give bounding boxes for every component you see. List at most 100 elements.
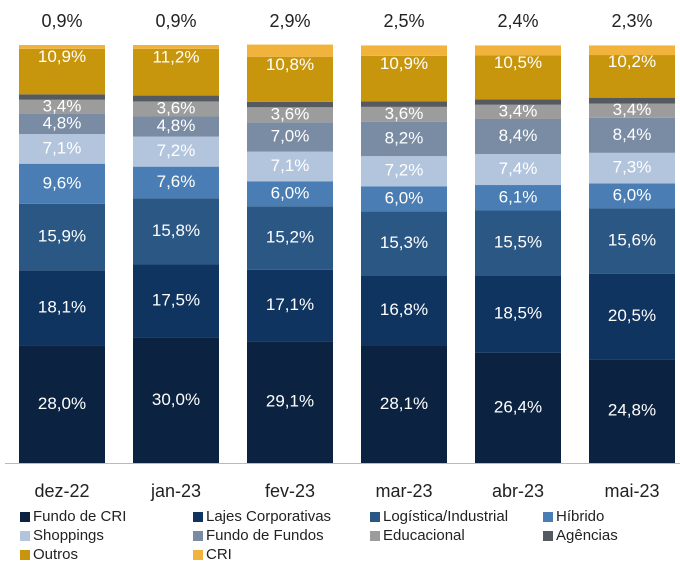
- legend-label: Agências: [556, 527, 618, 544]
- value-label: 8,2%: [385, 129, 424, 148]
- value-label: 15,2%: [266, 228, 314, 247]
- x-tick-label: jan-23: [150, 481, 201, 501]
- legend-label: Fundo de CRI: [33, 508, 126, 525]
- bar-segment: [133, 264, 219, 338]
- legend-swatch: [20, 512, 30, 522]
- bar-segment: [133, 45, 219, 49]
- bar-segment: [361, 156, 447, 187]
- value-label: 28,1%: [380, 394, 428, 413]
- bar-segment: [361, 45, 447, 56]
- bar-segment: [247, 206, 333, 270]
- legend-label: Fundo de Fundos: [206, 527, 324, 544]
- bar-segment: [247, 181, 333, 207]
- bar-segment: [133, 198, 219, 265]
- bar-segment: [589, 359, 675, 463]
- value-label: 7,3%: [613, 158, 652, 177]
- bar-segment: [133, 48, 219, 96]
- bar-segment: [475, 45, 561, 56]
- value-label: 10,9%: [38, 47, 86, 66]
- legend-swatch: [370, 531, 380, 541]
- bar-segment: [247, 56, 333, 102]
- bar-segment: [247, 44, 333, 57]
- value-label: 10,2%: [608, 52, 656, 71]
- value-label: 20,5%: [608, 306, 656, 325]
- value-label: 2,9%: [269, 11, 310, 31]
- bar-segment: [589, 152, 675, 184]
- value-label: 6,0%: [613, 185, 652, 204]
- x-tick-label: mai-23: [604, 481, 659, 501]
- x-tick-label: fev-23: [265, 481, 315, 501]
- value-label: 18,5%: [494, 303, 542, 322]
- bar-segment: [475, 275, 561, 353]
- value-label: 18,1%: [38, 298, 86, 317]
- x-tick-label: abr-23: [492, 481, 544, 501]
- legend-swatch: [543, 512, 553, 522]
- legend-label: Educacional: [383, 527, 465, 544]
- bar-segment: [361, 186, 447, 212]
- bar-segment: [133, 337, 219, 463]
- bar-segment: [19, 48, 105, 95]
- bar-segment: [361, 55, 447, 102]
- value-label: 24,8%: [608, 401, 656, 420]
- value-label: 6,1%: [499, 187, 538, 206]
- bar-segment: [247, 151, 333, 182]
- value-label: 10,9%: [380, 54, 428, 73]
- value-label: 16,8%: [380, 300, 428, 319]
- bar-segment: [133, 136, 219, 167]
- value-label: 0,9%: [41, 11, 82, 31]
- bar-segment: [247, 122, 333, 152]
- bar-segment: [247, 341, 333, 463]
- bar-segment: [361, 121, 447, 157]
- value-label: 8,4%: [499, 126, 538, 145]
- value-label: 3,4%: [613, 100, 652, 119]
- value-label: 7,4%: [499, 159, 538, 178]
- value-label: 9,6%: [43, 173, 82, 192]
- value-label: 17,1%: [266, 295, 314, 314]
- value-label: 3,6%: [271, 104, 310, 123]
- value-label: 2,5%: [383, 11, 424, 31]
- value-label: 3,6%: [157, 98, 196, 117]
- bar-segment: [475, 210, 561, 276]
- legend-swatch: [193, 531, 203, 541]
- value-label: 7,0%: [271, 126, 310, 145]
- legend-swatch: [193, 550, 203, 560]
- value-label: 15,6%: [608, 231, 656, 250]
- value-label: 6,0%: [271, 183, 310, 202]
- bar-segment: [361, 101, 447, 107]
- bar-segment: [589, 55, 675, 98]
- value-label: 10,5%: [494, 53, 542, 72]
- bar-segment: [361, 211, 447, 276]
- bar-segment: [589, 117, 675, 153]
- bar-segment: [361, 275, 447, 346]
- value-label: 30,0%: [152, 390, 200, 409]
- bar-segment: [19, 45, 105, 49]
- bar-segment: [475, 99, 561, 105]
- bar-segment: [247, 101, 333, 108]
- bar-segment: [475, 154, 561, 186]
- bar-segment: [589, 273, 675, 360]
- bar-segment: [133, 116, 219, 137]
- bar-segment: [361, 345, 447, 463]
- bar-segment: [589, 103, 675, 118]
- bar-segment: [247, 269, 333, 342]
- legend-label: Shoppings: [33, 527, 104, 544]
- value-label: 15,3%: [380, 233, 428, 252]
- value-label: 17,5%: [152, 291, 200, 310]
- value-label: 2,4%: [497, 11, 538, 31]
- value-label: 7,2%: [385, 161, 424, 180]
- bar-segment: [19, 270, 105, 346]
- bar-segment: [133, 95, 219, 102]
- bar-segment: [19, 94, 105, 100]
- legend-swatch: [193, 512, 203, 522]
- bar-segment: [475, 104, 561, 119]
- bar-segment: [589, 183, 675, 209]
- legend-swatch: [20, 550, 30, 560]
- value-label: 7,1%: [271, 156, 310, 175]
- legend-label: Híbrido: [556, 508, 604, 525]
- value-label: 7,2%: [157, 141, 196, 160]
- legend-label: Logística/Industrial: [383, 508, 508, 525]
- bar-segment: [133, 101, 219, 117]
- x-tick-label: mar-23: [375, 481, 432, 501]
- bar-segment: [475, 55, 561, 100]
